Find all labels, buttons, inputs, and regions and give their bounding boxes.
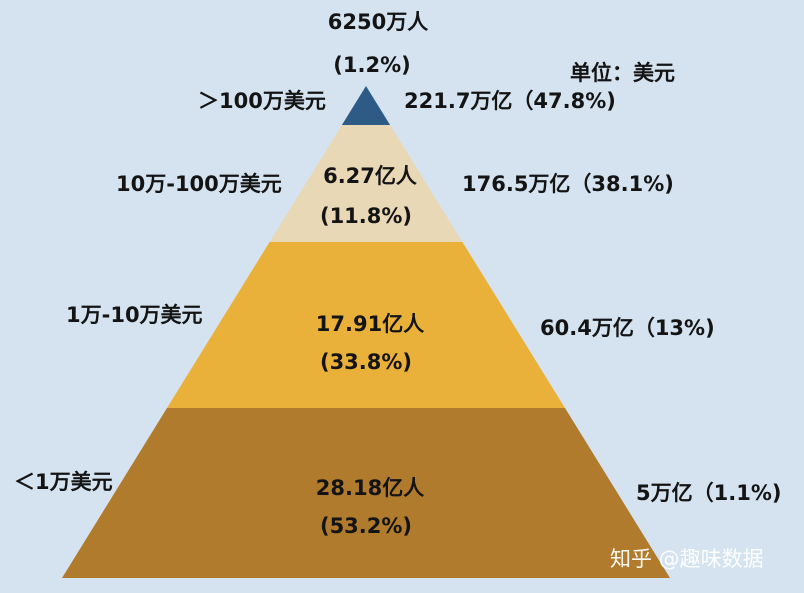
- tier-0-population-share: (1.2%): [333, 53, 411, 77]
- tier-1-population-share: (11.8%): [319, 204, 413, 228]
- tier-3-population-share: (53.2%): [319, 514, 413, 538]
- tier-2-bracket: 1万-10万美元: [66, 303, 203, 327]
- unit-label: 单位：美元: [570, 61, 675, 85]
- tier-1-population: 6.27亿人: [323, 164, 417, 188]
- tier-2-wealth: 60.4万亿（13%): [540, 316, 715, 340]
- watermark: 知乎 @趣味数据: [610, 547, 764, 571]
- tier-3-bracket: ＜1万美元: [14, 470, 113, 494]
- tier-0-bracket: ＞100万美元: [198, 89, 326, 113]
- tier-2-population: 17.91亿人: [315, 312, 425, 336]
- tier-0-wealth: 221.7万亿（47.8%): [404, 89, 616, 113]
- tier-3-wealth: 5万亿（1.1%): [636, 481, 782, 505]
- tier-1-bracket: 10万-100万美元: [116, 172, 282, 196]
- tier-top-triangle: [341, 86, 391, 125]
- tier-band-bottom: [62, 408, 670, 578]
- tier-band-3: [167, 242, 565, 408]
- tier-0-population: 6250万人: [327, 10, 429, 34]
- tier-band-2: [269, 125, 463, 242]
- tier-2-population-share: (33.8%): [319, 350, 413, 374]
- tier-1-wealth: 176.5万亿（38.1%): [462, 172, 674, 196]
- tier-3-population: 28.18亿人: [315, 476, 425, 500]
